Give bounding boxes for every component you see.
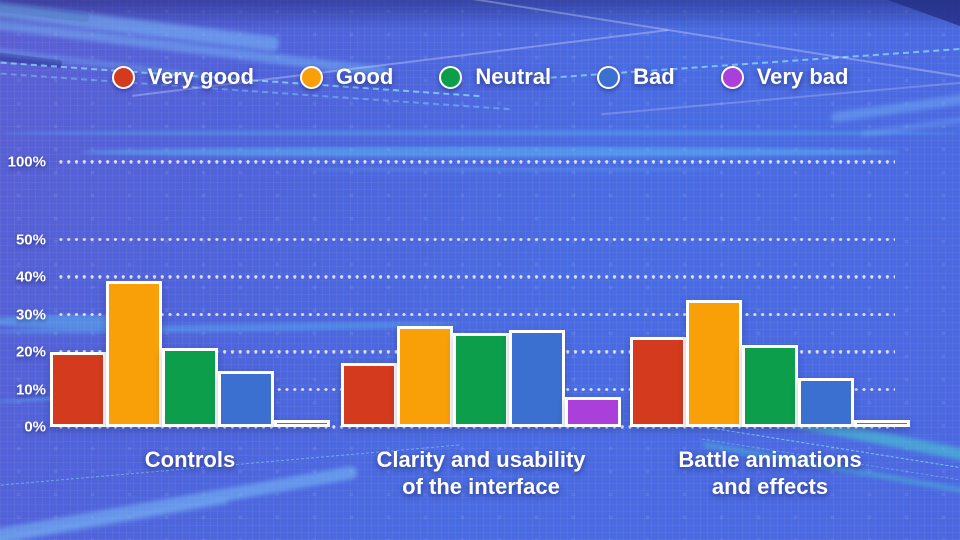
y-axis-tick-50%: 50% bbox=[15, 231, 46, 248]
legend-swatch-bad bbox=[597, 65, 621, 89]
y-axis-tick-0%: 0% bbox=[24, 418, 46, 436]
legend-swatch-very-good bbox=[111, 65, 135, 89]
legend-item-good: Good bbox=[299, 64, 394, 90]
bar-good-battle-animations-and-effects bbox=[686, 299, 742, 427]
legend-label-very-bad: Very bad bbox=[756, 64, 849, 89]
bar-bad-controls bbox=[218, 370, 274, 427]
gridline-100% bbox=[57, 160, 895, 164]
bar-good-controls bbox=[106, 280, 162, 427]
legend-label-neutral: Neutral bbox=[475, 64, 552, 89]
light-streak bbox=[0, 0, 280, 52]
gridline-50% bbox=[57, 237, 895, 242]
legend-item-bad: Bad bbox=[597, 64, 675, 90]
legend-item-very-bad: Very bad bbox=[720, 64, 849, 90]
bar-very-good-controls bbox=[50, 352, 106, 427]
legend: Very good Good Neutral Bad Very bad bbox=[0, 64, 960, 90]
category-label-battle-animations-and-effects: Battle animations and effects bbox=[678, 447, 862, 499]
bar-very-bad-battle-animations-and-effects bbox=[854, 419, 910, 427]
bar-good-clarity-and-usability-of-the-interface bbox=[397, 325, 453, 427]
category-label-clarity-and-usability-of-the-interface: Clarity and usability of the interface bbox=[376, 447, 586, 499]
category-label-controls: Controls bbox=[144, 447, 236, 472]
cyan-glow-band bbox=[80, 147, 900, 157]
legend-label-bad: Bad bbox=[633, 64, 675, 89]
legend-item-very-good: Very good bbox=[111, 64, 254, 90]
bar-very-good-battle-animations-and-effects bbox=[630, 337, 686, 427]
top-edge-shading bbox=[0, 0, 960, 30]
bar-neutral-battle-animations-and-effects bbox=[742, 344, 798, 427]
y-axis-tick-40%: 40% bbox=[15, 268, 46, 286]
gridline-40% bbox=[57, 275, 895, 279]
gridline-30% bbox=[57, 312, 895, 317]
bar-very-bad-controls bbox=[274, 419, 330, 427]
legend-swatch-good bbox=[299, 65, 323, 89]
bar-bad-clarity-and-usability-of-the-interface bbox=[509, 329, 565, 427]
cyan-glow-band bbox=[300, 168, 720, 171]
y-axis-tick-100%: 100% bbox=[7, 153, 46, 171]
light-streak bbox=[0, 497, 229, 540]
y-axis-tick-30%: 30% bbox=[15, 306, 46, 323]
legend-swatch-very-bad bbox=[720, 65, 744, 89]
y-axis-tick-20%: 20% bbox=[15, 343, 46, 361]
bar-very-good-clarity-and-usability-of-the-interface bbox=[341, 363, 397, 427]
legend-label-good: Good bbox=[335, 64, 394, 89]
y-axis-tick-10%: 10% bbox=[15, 381, 46, 398]
bar-neutral-clarity-and-usability-of-the-interface bbox=[453, 333, 509, 427]
cyan-glow-band bbox=[0, 130, 960, 136]
cyan-glow-band bbox=[0, 319, 461, 337]
dark-corner-accent bbox=[888, 0, 960, 26]
legend-label-very-good: Very good bbox=[147, 64, 254, 89]
bar-very-bad-clarity-and-usability-of-the-interface bbox=[565, 397, 621, 427]
light-streak bbox=[860, 100, 960, 138]
legend-swatch-neutral bbox=[439, 65, 463, 89]
light-streak bbox=[0, 465, 359, 540]
legend-item-neutral: Neutral bbox=[439, 64, 551, 90]
dark-ribbon bbox=[0, 2, 90, 23]
bar-bad-battle-animations-and-effects bbox=[798, 378, 854, 427]
bar-neutral-controls bbox=[162, 348, 218, 427]
